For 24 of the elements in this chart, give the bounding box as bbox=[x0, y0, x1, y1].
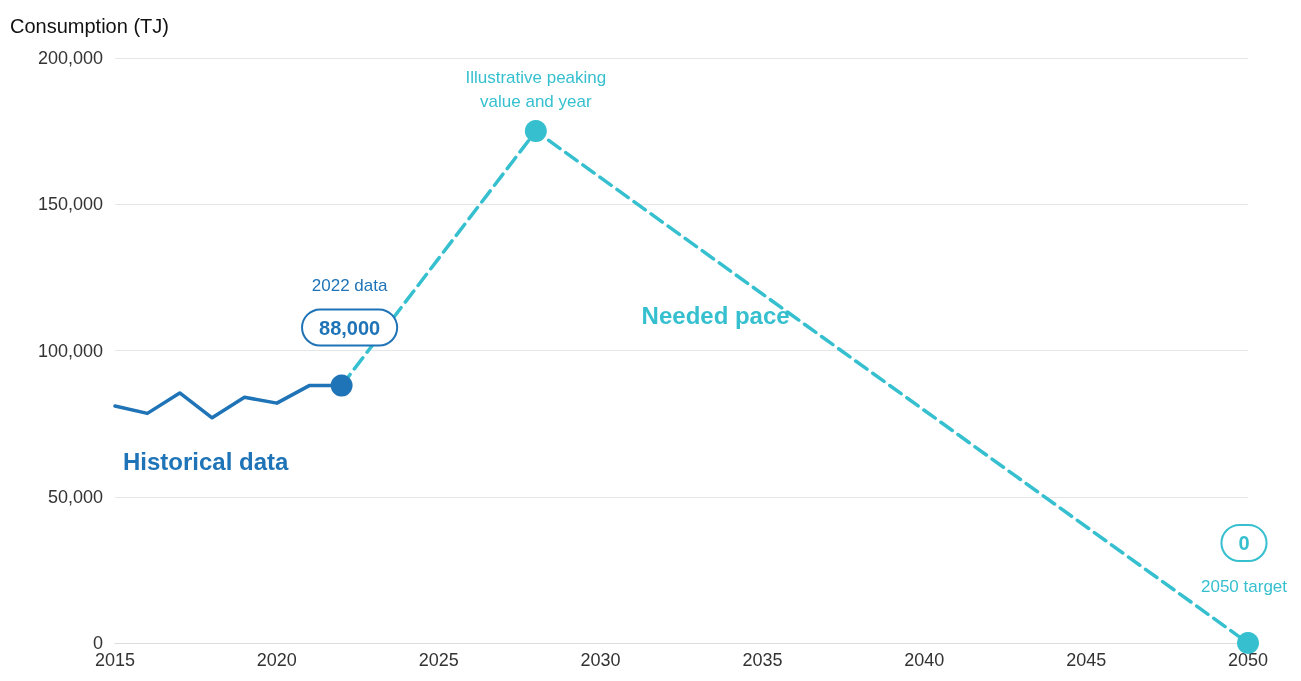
annotation: 2022 data bbox=[311, 276, 388, 296]
y-tick-label: 100,000 bbox=[37, 340, 103, 361]
y-tick-label: 50,000 bbox=[47, 486, 103, 507]
x-tick-label: 2015 bbox=[94, 650, 136, 670]
annotation: Illustrative peaking value and year bbox=[465, 67, 607, 111]
x-tick-label: 2025 bbox=[418, 650, 459, 670]
y-tick-label: 0 bbox=[92, 633, 103, 653]
x-tick-label: 2020 bbox=[256, 650, 297, 670]
x-tick-label: 2040 bbox=[904, 650, 945, 670]
x-tick-label: 2035 bbox=[742, 650, 783, 670]
x-tick-label: 2050 bbox=[1227, 650, 1269, 670]
annotation: 0 bbox=[1238, 532, 1250, 554]
x-tick-label: 2030 bbox=[580, 650, 621, 670]
annotation: 88,000 bbox=[319, 316, 381, 339]
point bbox=[1237, 632, 1259, 654]
y-axis-title: Consumption (TJ) bbox=[10, 15, 169, 37]
point bbox=[524, 120, 547, 143]
annotation: 2050 target bbox=[1200, 576, 1288, 596]
y-tick-label: 200,000 bbox=[37, 48, 103, 68]
series-label: Needed pace bbox=[641, 302, 790, 330]
x-tick-label: 2045 bbox=[1066, 650, 1107, 670]
point bbox=[330, 374, 353, 397]
y-tick-label: 150,000 bbox=[37, 194, 103, 215]
series-label: Historical data bbox=[123, 447, 290, 475]
